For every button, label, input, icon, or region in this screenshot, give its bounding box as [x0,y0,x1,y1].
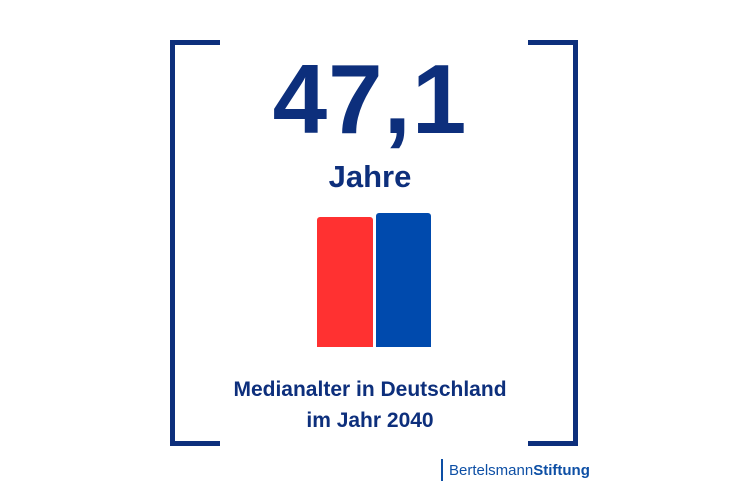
logo-part-bertelsmann: Bertelsmann [449,461,534,479]
red-bar-icon [317,217,373,347]
caption-line-1: Medianalter in Deutschland [233,378,507,401]
bertelsmann-stiftung-logo: Bertelsmann Stiftung [441,459,590,481]
median-age-value: 47,1 [272,44,468,154]
caption-line-2: im Jahr 2040 [306,409,434,432]
left-bracket [170,40,220,446]
logo-part-stiftung: Stiftung [533,461,590,479]
median-age-unit: Jahre [328,159,412,194]
right-bracket [528,40,578,446]
blue-bar-icon [376,213,431,347]
